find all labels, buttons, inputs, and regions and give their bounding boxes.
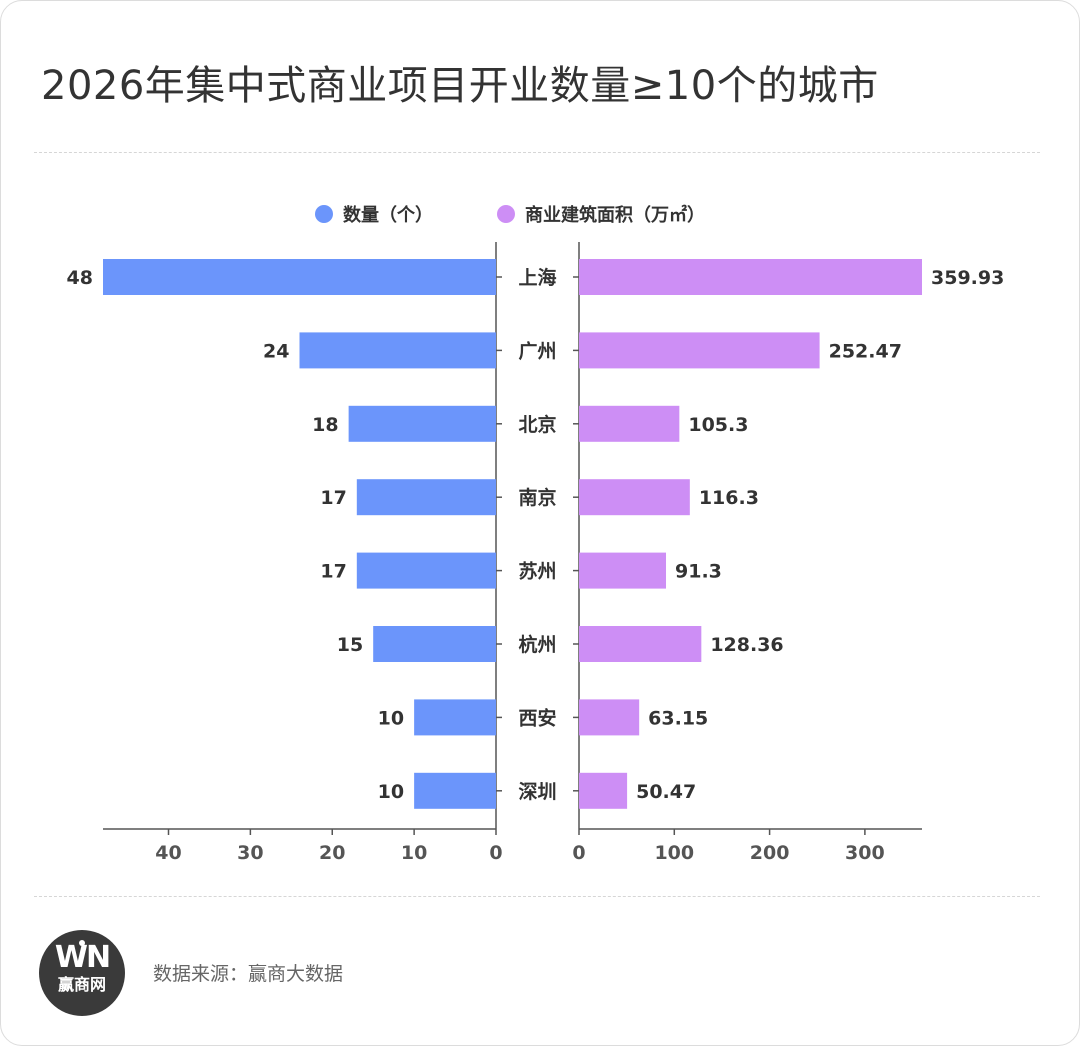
bar-count-value-label: 48 bbox=[67, 267, 93, 289]
bar-area bbox=[579, 699, 640, 736]
legend-swatch-count bbox=[315, 205, 333, 223]
bottom-divider bbox=[34, 896, 1040, 897]
right-x-tick-label: 200 bbox=[750, 842, 790, 864]
top-divider bbox=[34, 152, 1040, 153]
bar-count bbox=[414, 772, 496, 809]
category-label: 北京 bbox=[518, 413, 556, 436]
bar-area-value-label: 128.36 bbox=[710, 634, 783, 656]
bar-area-value-label: 50.47 bbox=[636, 781, 696, 803]
left-x-tick-label: 0 bbox=[489, 842, 502, 864]
bar-count bbox=[299, 332, 496, 369]
category-label: 广州 bbox=[518, 339, 556, 362]
category-label: 南京 bbox=[518, 486, 556, 509]
bar-count bbox=[373, 626, 496, 662]
bar-area bbox=[579, 405, 680, 442]
bar-count bbox=[414, 699, 496, 736]
brand-logo: WN 赢商网 bbox=[39, 930, 125, 1016]
logo-mark: WN bbox=[54, 940, 111, 975]
left-x-tick-label: 30 bbox=[237, 842, 263, 864]
right-x-tick-label: 0 bbox=[572, 842, 585, 864]
legend-label-area: 商业建筑面积（万㎡） bbox=[525, 204, 705, 226]
bar-area bbox=[579, 332, 820, 369]
bar-area-value-label: 105.3 bbox=[688, 414, 748, 436]
bar-count-value-label: 10 bbox=[378, 707, 404, 729]
bar-area-value-label: 116.3 bbox=[699, 487, 759, 509]
category-label: 上海 bbox=[518, 266, 556, 289]
left-x-tick-label: 40 bbox=[155, 842, 181, 864]
logo-name: 赢商网 bbox=[57, 975, 106, 994]
legend-label-count: 数量（个） bbox=[343, 204, 433, 226]
category-label: 杭州 bbox=[518, 633, 556, 656]
right-x-tick-label: 100 bbox=[654, 842, 694, 864]
right-x-tick-label: 300 bbox=[845, 842, 885, 864]
bar-count-value-label: 17 bbox=[320, 487, 346, 509]
category-label: 西安 bbox=[518, 706, 556, 729]
category-label: 深圳 bbox=[518, 780, 556, 803]
chart-title: 2026年集中式商业项目开业数量≥10个的城市 bbox=[41, 63, 879, 109]
bar-count-value-label: 15 bbox=[337, 634, 363, 656]
bar-area-value-label: 63.15 bbox=[648, 707, 708, 729]
bar-count-value-label: 24 bbox=[263, 340, 289, 362]
bar-count-value-label: 10 bbox=[378, 781, 404, 803]
bar-area bbox=[579, 626, 702, 662]
bar-area-value-label: 91.3 bbox=[675, 561, 722, 583]
bar-count-value-label: 18 bbox=[312, 414, 338, 436]
category-label: 苏州 bbox=[518, 560, 556, 583]
left-x-tick-label: 20 bbox=[319, 842, 345, 864]
bar-area bbox=[579, 259, 922, 295]
bar-area bbox=[579, 479, 690, 516]
bar-count bbox=[348, 405, 496, 442]
bar-count bbox=[356, 552, 496, 589]
logo-dot bbox=[79, 940, 85, 946]
bar-count-value-label: 17 bbox=[320, 561, 346, 583]
legend-swatch-area bbox=[497, 205, 515, 223]
data-source-note: 数据来源：赢商大数据 bbox=[153, 963, 344, 985]
bar-count bbox=[103, 259, 496, 295]
bar-area bbox=[579, 552, 667, 589]
bar-area bbox=[579, 772, 628, 809]
left-x-tick-label: 10 bbox=[401, 842, 427, 864]
bar-area-value-label: 252.47 bbox=[829, 340, 902, 362]
bar-area-value-label: 359.93 bbox=[931, 267, 1004, 289]
bar-count bbox=[356, 479, 496, 516]
